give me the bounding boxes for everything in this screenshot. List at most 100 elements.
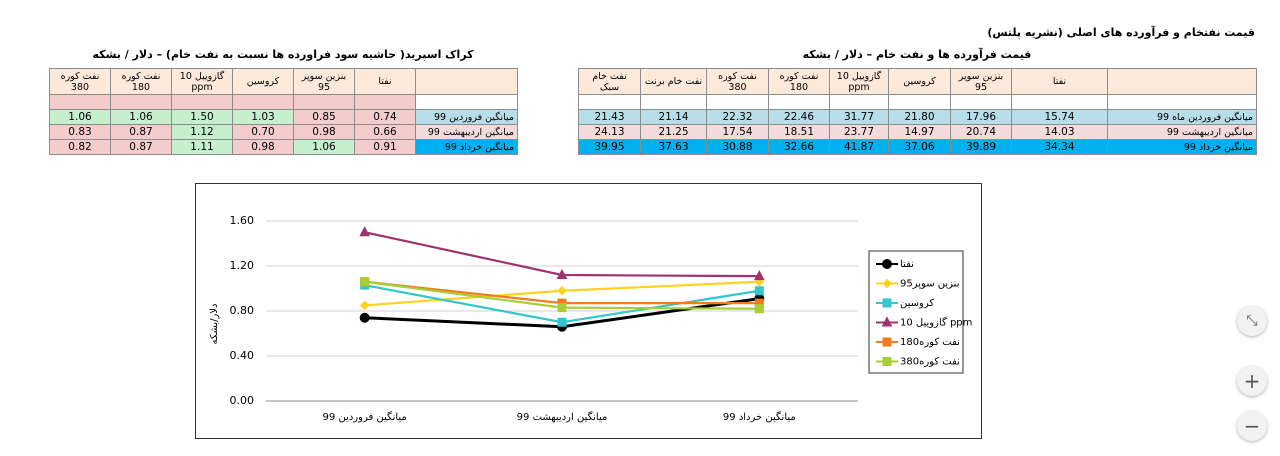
cell: 0.91 bbox=[354, 139, 416, 155]
legend-marker bbox=[882, 298, 892, 308]
cell: 41.87 bbox=[829, 139, 889, 155]
empty-row bbox=[49, 94, 518, 110]
column-header: نفت خام سبک bbox=[578, 68, 641, 95]
column-header: بنزین سوپر 95 bbox=[950, 68, 1012, 95]
legend-label: نفت کوره180 bbox=[900, 337, 960, 348]
marker bbox=[557, 317, 567, 327]
column-header: بنزین سوپر 95 bbox=[293, 68, 355, 95]
cell: 1.12 bbox=[171, 124, 233, 140]
cell: 37.63 bbox=[640, 139, 707, 155]
cell bbox=[232, 94, 294, 110]
chart-frame bbox=[195, 183, 982, 439]
legend-label: نفتا bbox=[900, 259, 914, 270]
legend-marker bbox=[882, 337, 892, 347]
cell: 17.54 bbox=[706, 124, 769, 140]
cell: 21.43 bbox=[578, 109, 641, 125]
data-row: 0.83 0.87 1.12 0.70 0.98 0.66 میانگین اردیبهشت… bbox=[49, 124, 518, 140]
legend-label: بنزین سوپر95 bbox=[900, 279, 959, 290]
table-title: قیمت فرآورده ها و نفت خام – دلار / بشکه bbox=[802, 48, 1032, 61]
column-header: گازوییل 10 ppm bbox=[829, 68, 889, 95]
cell: 17.96 bbox=[950, 109, 1012, 125]
column-header: کروسین bbox=[888, 68, 951, 95]
cell: 0.74 bbox=[354, 109, 416, 125]
cell bbox=[293, 94, 355, 110]
cell: 22.32 bbox=[706, 109, 769, 125]
cell: 0.87 bbox=[110, 139, 172, 155]
data-row: 24.13 21.25 17.54 18.51 23.77 14.97 20.74 14.03… bbox=[578, 124, 1257, 140]
collapse-button[interactable]: ⤡ bbox=[1237, 306, 1267, 336]
chart: دلار/بشکه 0.00 0.40 0.80 1.20 1.60 میانگین فر… bbox=[209, 214, 972, 423]
header-row: نفت کوره 380 نفت کوره 180 گازوییل 10 ppm کر… bbox=[49, 68, 518, 95]
cell bbox=[768, 94, 830, 110]
cell: 1.06 bbox=[49, 109, 111, 125]
cell: 39.95 bbox=[578, 139, 641, 155]
cell bbox=[640, 94, 707, 110]
legend-marker bbox=[881, 316, 893, 327]
cell: 0.85 bbox=[293, 109, 355, 125]
legend-label: کروسین bbox=[900, 298, 934, 309]
cell: 37.06 bbox=[888, 139, 951, 155]
cell: 1.50 bbox=[171, 109, 233, 125]
row-label: میانگین خرداد 99 bbox=[415, 139, 518, 155]
data-row: 0.82 0.87 1.11 0.98 1.06 0.91 میانگین خرداد 99 bbox=[49, 139, 518, 155]
cell: 1.11 bbox=[171, 139, 233, 155]
marker bbox=[359, 300, 370, 311]
cell bbox=[888, 94, 951, 110]
header-row: نفت خام سبک نفت خام برنت نفت کوره 380 نفت ک… bbox=[578, 68, 1257, 95]
cell: 14.03 bbox=[1011, 124, 1108, 140]
cell: 21.25 bbox=[640, 124, 707, 140]
cell: 0.66 bbox=[354, 124, 416, 140]
marker bbox=[556, 268, 568, 279]
zoom-in-button[interactable]: + bbox=[1237, 366, 1267, 396]
column-header bbox=[1107, 68, 1257, 95]
cell: 34.34 bbox=[1011, 139, 1108, 155]
data-row: 39.95 37.63 30.88 32.66 41.87 37.06 39.89 34.34… bbox=[578, 139, 1257, 155]
column-header: نفت کوره 180 bbox=[768, 68, 830, 95]
cell bbox=[171, 94, 233, 110]
page-title: قیمت نفتخام و فرآورده های اصلی (نشریه پل… bbox=[987, 26, 1255, 39]
row-label: میانگین فروردین 99 bbox=[415, 109, 518, 125]
legend-marker bbox=[882, 357, 892, 366]
marker bbox=[754, 270, 765, 281]
cell: 0.87 bbox=[110, 124, 172, 140]
legend-label: گازوییل 10 ppm bbox=[900, 317, 972, 329]
marker bbox=[359, 226, 370, 237]
cell bbox=[49, 94, 111, 110]
cell bbox=[415, 94, 518, 110]
x-tick-label: میانگین خرداد 99 bbox=[723, 411, 796, 423]
cell: 22.46 bbox=[768, 109, 830, 125]
x-tick-label: میانگین فروردین 99 bbox=[323, 411, 407, 423]
y-axis-title: دلار/بشکه bbox=[209, 304, 220, 345]
row-label: میانگین اردیبهشت 99 bbox=[415, 124, 518, 140]
marker bbox=[359, 312, 370, 323]
column-header: نفتا bbox=[354, 68, 416, 95]
marker bbox=[557, 286, 567, 296]
cell: 20.74 bbox=[950, 124, 1012, 140]
cell bbox=[950, 94, 1012, 110]
legend bbox=[868, 250, 964, 374]
marker bbox=[557, 303, 567, 313]
marker bbox=[360, 277, 370, 287]
cell bbox=[578, 94, 641, 110]
data-row: 21.43 21.14 22.32 22.46 31.77 21.80 17.96 15.74… bbox=[578, 109, 1257, 125]
column-header: نفت کوره 380 bbox=[49, 68, 111, 95]
y-tick-label: 1.20 bbox=[230, 259, 255, 272]
column-header: گازوییل 10 ppm bbox=[171, 68, 233, 95]
cell: 31.77 bbox=[829, 109, 889, 125]
column-header: کروسین bbox=[232, 68, 294, 95]
cell: 15.74 bbox=[1011, 109, 1108, 125]
zoom-out-button[interactable]: − bbox=[1237, 411, 1267, 441]
row-label: میانگین خرداد 99 bbox=[1107, 139, 1257, 155]
data-row: 1.06 1.06 1.50 1.03 0.85 0.74 میانگین فروردین … bbox=[49, 109, 518, 125]
price-table: نفت خام سبک نفت خام برنت نفت کوره 380 نفت ک… bbox=[578, 68, 1257, 155]
y-tick-label: 0.00 bbox=[230, 394, 255, 407]
cell: 21.14 bbox=[640, 109, 707, 125]
column-header: نفت کوره 380 bbox=[706, 68, 769, 95]
cell bbox=[354, 94, 416, 110]
marker bbox=[754, 286, 764, 296]
legend-label: نفت کوره380 bbox=[900, 357, 960, 368]
cell: 14.97 bbox=[888, 124, 951, 140]
cell: 18.51 bbox=[768, 124, 830, 140]
column-header: نفت خام برنت bbox=[640, 68, 707, 95]
cell bbox=[1011, 94, 1108, 110]
